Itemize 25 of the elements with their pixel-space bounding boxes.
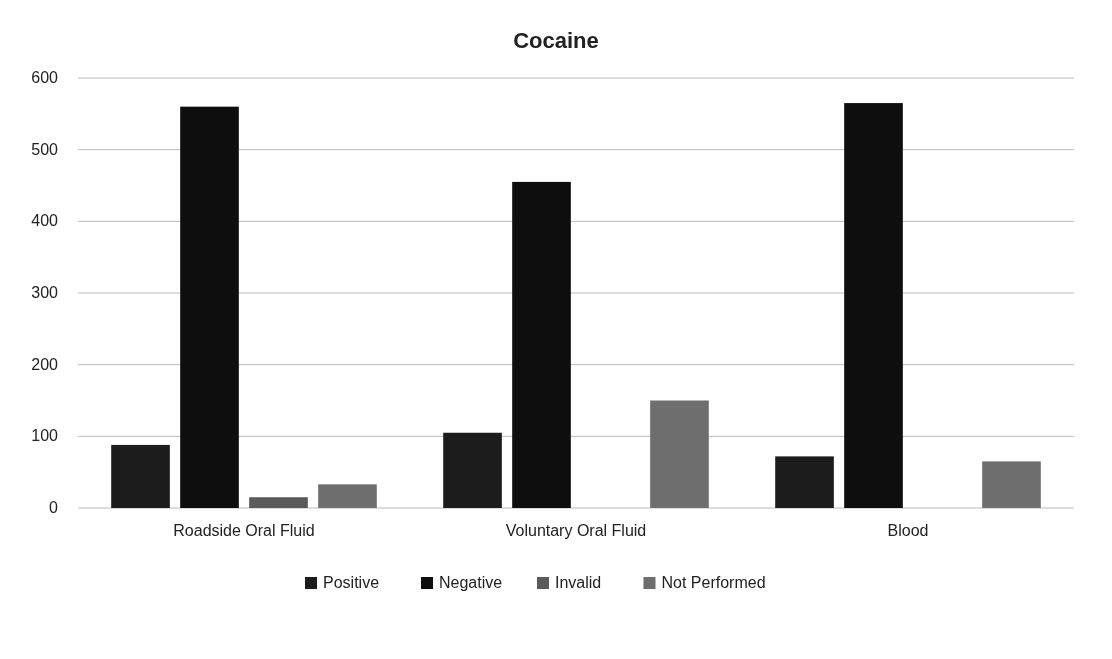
bar bbox=[844, 103, 903, 508]
bar bbox=[318, 484, 377, 508]
y-tick-label: 300 bbox=[31, 284, 59, 301]
y-tick-label: 500 bbox=[31, 140, 59, 158]
y-tick-label: 400 bbox=[31, 212, 59, 230]
legend-label: Positive bbox=[323, 574, 380, 591]
bar bbox=[650, 400, 709, 508]
bar bbox=[249, 497, 308, 508]
legend-label: Not Performed bbox=[661, 574, 766, 591]
y-tick-label: 600 bbox=[31, 69, 59, 86]
x-tick-label: Voluntary Oral Fluid bbox=[505, 522, 647, 539]
bar bbox=[775, 456, 834, 508]
y-tick-label: 0 bbox=[49, 499, 59, 516]
chart-title: Cocaine bbox=[513, 28, 599, 53]
legend-label: Negative bbox=[439, 574, 503, 591]
bar bbox=[180, 106, 239, 508]
x-tick-label: Roadside Oral Fluid bbox=[173, 522, 315, 539]
x-tick-label: Blood bbox=[887, 522, 929, 539]
legend-label: Invalid bbox=[555, 574, 602, 591]
y-tick-label: 200 bbox=[31, 355, 59, 373]
bar bbox=[512, 181, 571, 508]
y-tick-label: 100 bbox=[31, 427, 59, 445]
bar bbox=[111, 444, 170, 508]
bar bbox=[443, 432, 502, 508]
bar bbox=[982, 461, 1041, 508]
